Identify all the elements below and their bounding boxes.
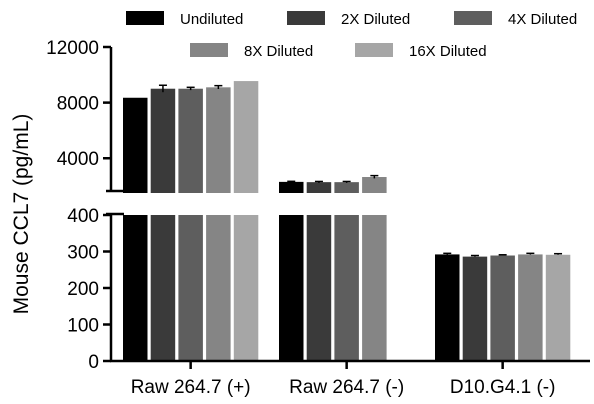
bar-1-0 bbox=[150, 88, 176, 193]
legend-label: 2X Diluted bbox=[341, 11, 410, 28]
bar-0-0-lower bbox=[123, 215, 148, 361]
bar-1-1-lower bbox=[306, 215, 332, 361]
x-tick-label: Raw 264.7 (+) bbox=[131, 377, 251, 398]
legend-label: 8X Diluted bbox=[244, 43, 313, 60]
bar-0-2 bbox=[435, 254, 460, 361]
bar-1-0-lower bbox=[150, 215, 176, 361]
legend: Undiluted 2X Diluted 4X Diluted 8X Diluted 1… bbox=[126, 11, 577, 60]
y-axis-label-group: Mouse CCL7 (pg/mL) bbox=[10, 114, 33, 315]
y-tick-label: 12000 bbox=[46, 38, 99, 59]
bar-1-2 bbox=[462, 256, 488, 361]
bar-4-0 bbox=[233, 81, 259, 193]
legend-swatch bbox=[126, 11, 164, 25]
bar-2-0-lower bbox=[178, 215, 203, 361]
bar-1-1 bbox=[306, 182, 332, 193]
y-tick-label: 4000 bbox=[57, 149, 99, 170]
y-tick-label: 300 bbox=[67, 243, 99, 264]
x-ticks: Raw 264.7 (+) Raw 264.7 (-) D10.G4.1 (-) bbox=[131, 361, 556, 398]
bar-3-0 bbox=[206, 87, 231, 193]
bar-2-1 bbox=[334, 182, 359, 193]
legend-swatch bbox=[355, 43, 393, 57]
bar-0-0 bbox=[123, 97, 148, 193]
legend-swatch bbox=[190, 43, 228, 57]
bar-4-0-lower bbox=[233, 215, 259, 361]
y-tick-label: 8000 bbox=[57, 94, 99, 115]
bar-2-0 bbox=[178, 88, 203, 193]
bars bbox=[123, 81, 571, 361]
bar-3-0-lower bbox=[206, 215, 231, 361]
y-tick-label: 200 bbox=[67, 279, 99, 300]
y-tick-label: 0 bbox=[88, 352, 99, 373]
y-axis-label: Mouse CCL7 (pg/mL) bbox=[10, 114, 33, 315]
bar-3-1 bbox=[362, 177, 387, 193]
error-bars bbox=[158, 84, 563, 257]
bar-4-2 bbox=[545, 254, 571, 361]
legend-label: Undiluted bbox=[180, 11, 243, 28]
bar-2-1-lower bbox=[334, 215, 359, 361]
legend-label: 16X Diluted bbox=[409, 43, 487, 60]
bar-0-1 bbox=[279, 181, 304, 193]
y-ticks: 4000 8000 12000 0 100 200 300 400 bbox=[46, 38, 111, 373]
y-tick-label: 400 bbox=[67, 206, 99, 227]
x-tick-label: D10.G4.1 (-) bbox=[450, 377, 556, 398]
bar-0-1-lower bbox=[279, 215, 304, 361]
legend-swatch bbox=[454, 11, 492, 25]
y-tick-label: 100 bbox=[67, 316, 99, 337]
bar-2-2 bbox=[490, 255, 515, 361]
bar-3-1-lower bbox=[362, 215, 387, 361]
legend-label: 4X Diluted bbox=[508, 11, 577, 28]
legend-swatch bbox=[287, 11, 325, 25]
bar-3-2 bbox=[518, 254, 543, 361]
x-tick-label: Raw 264.7 (-) bbox=[289, 377, 404, 398]
